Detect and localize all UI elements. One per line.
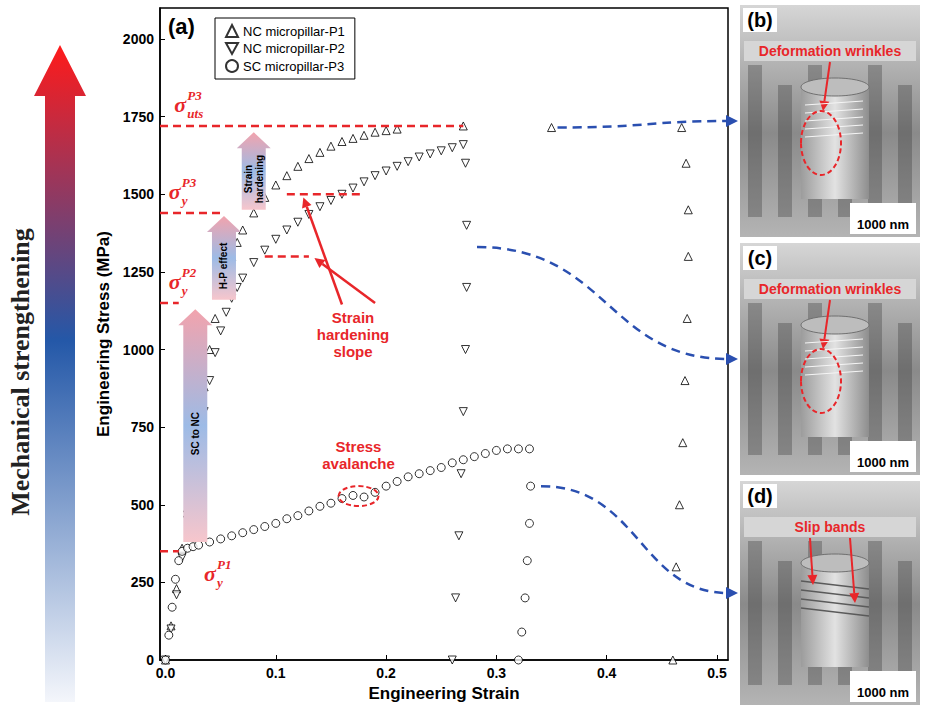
svg-text:2000: 2000 <box>123 31 154 47</box>
svg-text:Engineering Strain: Engineering Strain <box>368 684 519 703</box>
svg-text:Deformation wrinkles: Deformation wrinkles <box>759 281 902 297</box>
svg-text:uts: uts <box>187 106 203 121</box>
svg-text:SC to NC: SC to NC <box>190 412 201 455</box>
svg-text:y: y <box>180 283 188 298</box>
svg-text:0.1: 0.1 <box>266 665 286 681</box>
svg-text:500: 500 <box>131 497 155 513</box>
svg-text:0.5: 0.5 <box>707 665 727 681</box>
svg-text:P1: P1 <box>217 557 231 572</box>
svg-text:Mechanical strengthening: Mechanical strengthening <box>6 228 35 516</box>
svg-text:hardening: hardening <box>317 326 390 343</box>
svg-text:250: 250 <box>131 574 155 590</box>
svg-text:1000 nm: 1000 nm <box>857 455 909 470</box>
svg-text:Strain: Strain <box>332 309 375 326</box>
svg-text:NC micropillar-P1: NC micropillar-P1 <box>243 24 345 39</box>
svg-text:Slip bands: Slip bands <box>795 519 866 535</box>
svg-text:NC micropillar-P2: NC micropillar-P2 <box>243 41 345 56</box>
svg-text:Deformation wrinkles: Deformation wrinkles <box>759 43 902 59</box>
svg-text:1750: 1750 <box>123 109 154 125</box>
svg-text:P3: P3 <box>187 88 202 103</box>
svg-text:(a): (a) <box>168 14 195 39</box>
svg-text:SC micropillar-P3: SC micropillar-P3 <box>243 59 344 74</box>
svg-text:750: 750 <box>131 419 155 435</box>
svg-text:0.3: 0.3 <box>487 665 507 681</box>
svg-text:Stress: Stress <box>336 438 382 455</box>
svg-text:σ: σ <box>204 561 217 586</box>
svg-text:0.2: 0.2 <box>376 665 396 681</box>
svg-text:slope: slope <box>333 343 372 360</box>
svg-text:1500: 1500 <box>123 186 154 202</box>
svg-text:(c): (c) <box>748 247 772 269</box>
svg-text:P3: P3 <box>182 175 197 190</box>
svg-text:σ: σ <box>169 179 182 204</box>
svg-text:y: y <box>215 575 223 590</box>
svg-text:1000: 1000 <box>123 342 154 358</box>
svg-text:σ: σ <box>174 92 187 117</box>
svg-text:0.4: 0.4 <box>597 665 617 681</box>
svg-text:Strain: Strain <box>243 165 254 193</box>
svg-text:0: 0 <box>146 652 154 668</box>
svg-text:hardening: hardening <box>254 155 265 203</box>
svg-text:σ: σ <box>169 269 182 294</box>
svg-text:y: y <box>180 193 188 208</box>
svg-text:(d): (d) <box>747 485 773 507</box>
svg-text:P2: P2 <box>182 265 197 280</box>
svg-text:1000 nm: 1000 nm <box>857 685 909 700</box>
svg-text:0.0: 0.0 <box>156 665 176 681</box>
svg-text:H-P effect: H-P effect <box>218 242 229 289</box>
svg-text:(b): (b) <box>747 9 773 31</box>
svg-text:1250: 1250 <box>123 264 154 280</box>
svg-text:Engineering Stress (MPa): Engineering Stress (MPa) <box>94 231 113 437</box>
svg-text:1000 nm: 1000 nm <box>857 217 909 232</box>
svg-text:avalanche: avalanche <box>322 455 395 472</box>
